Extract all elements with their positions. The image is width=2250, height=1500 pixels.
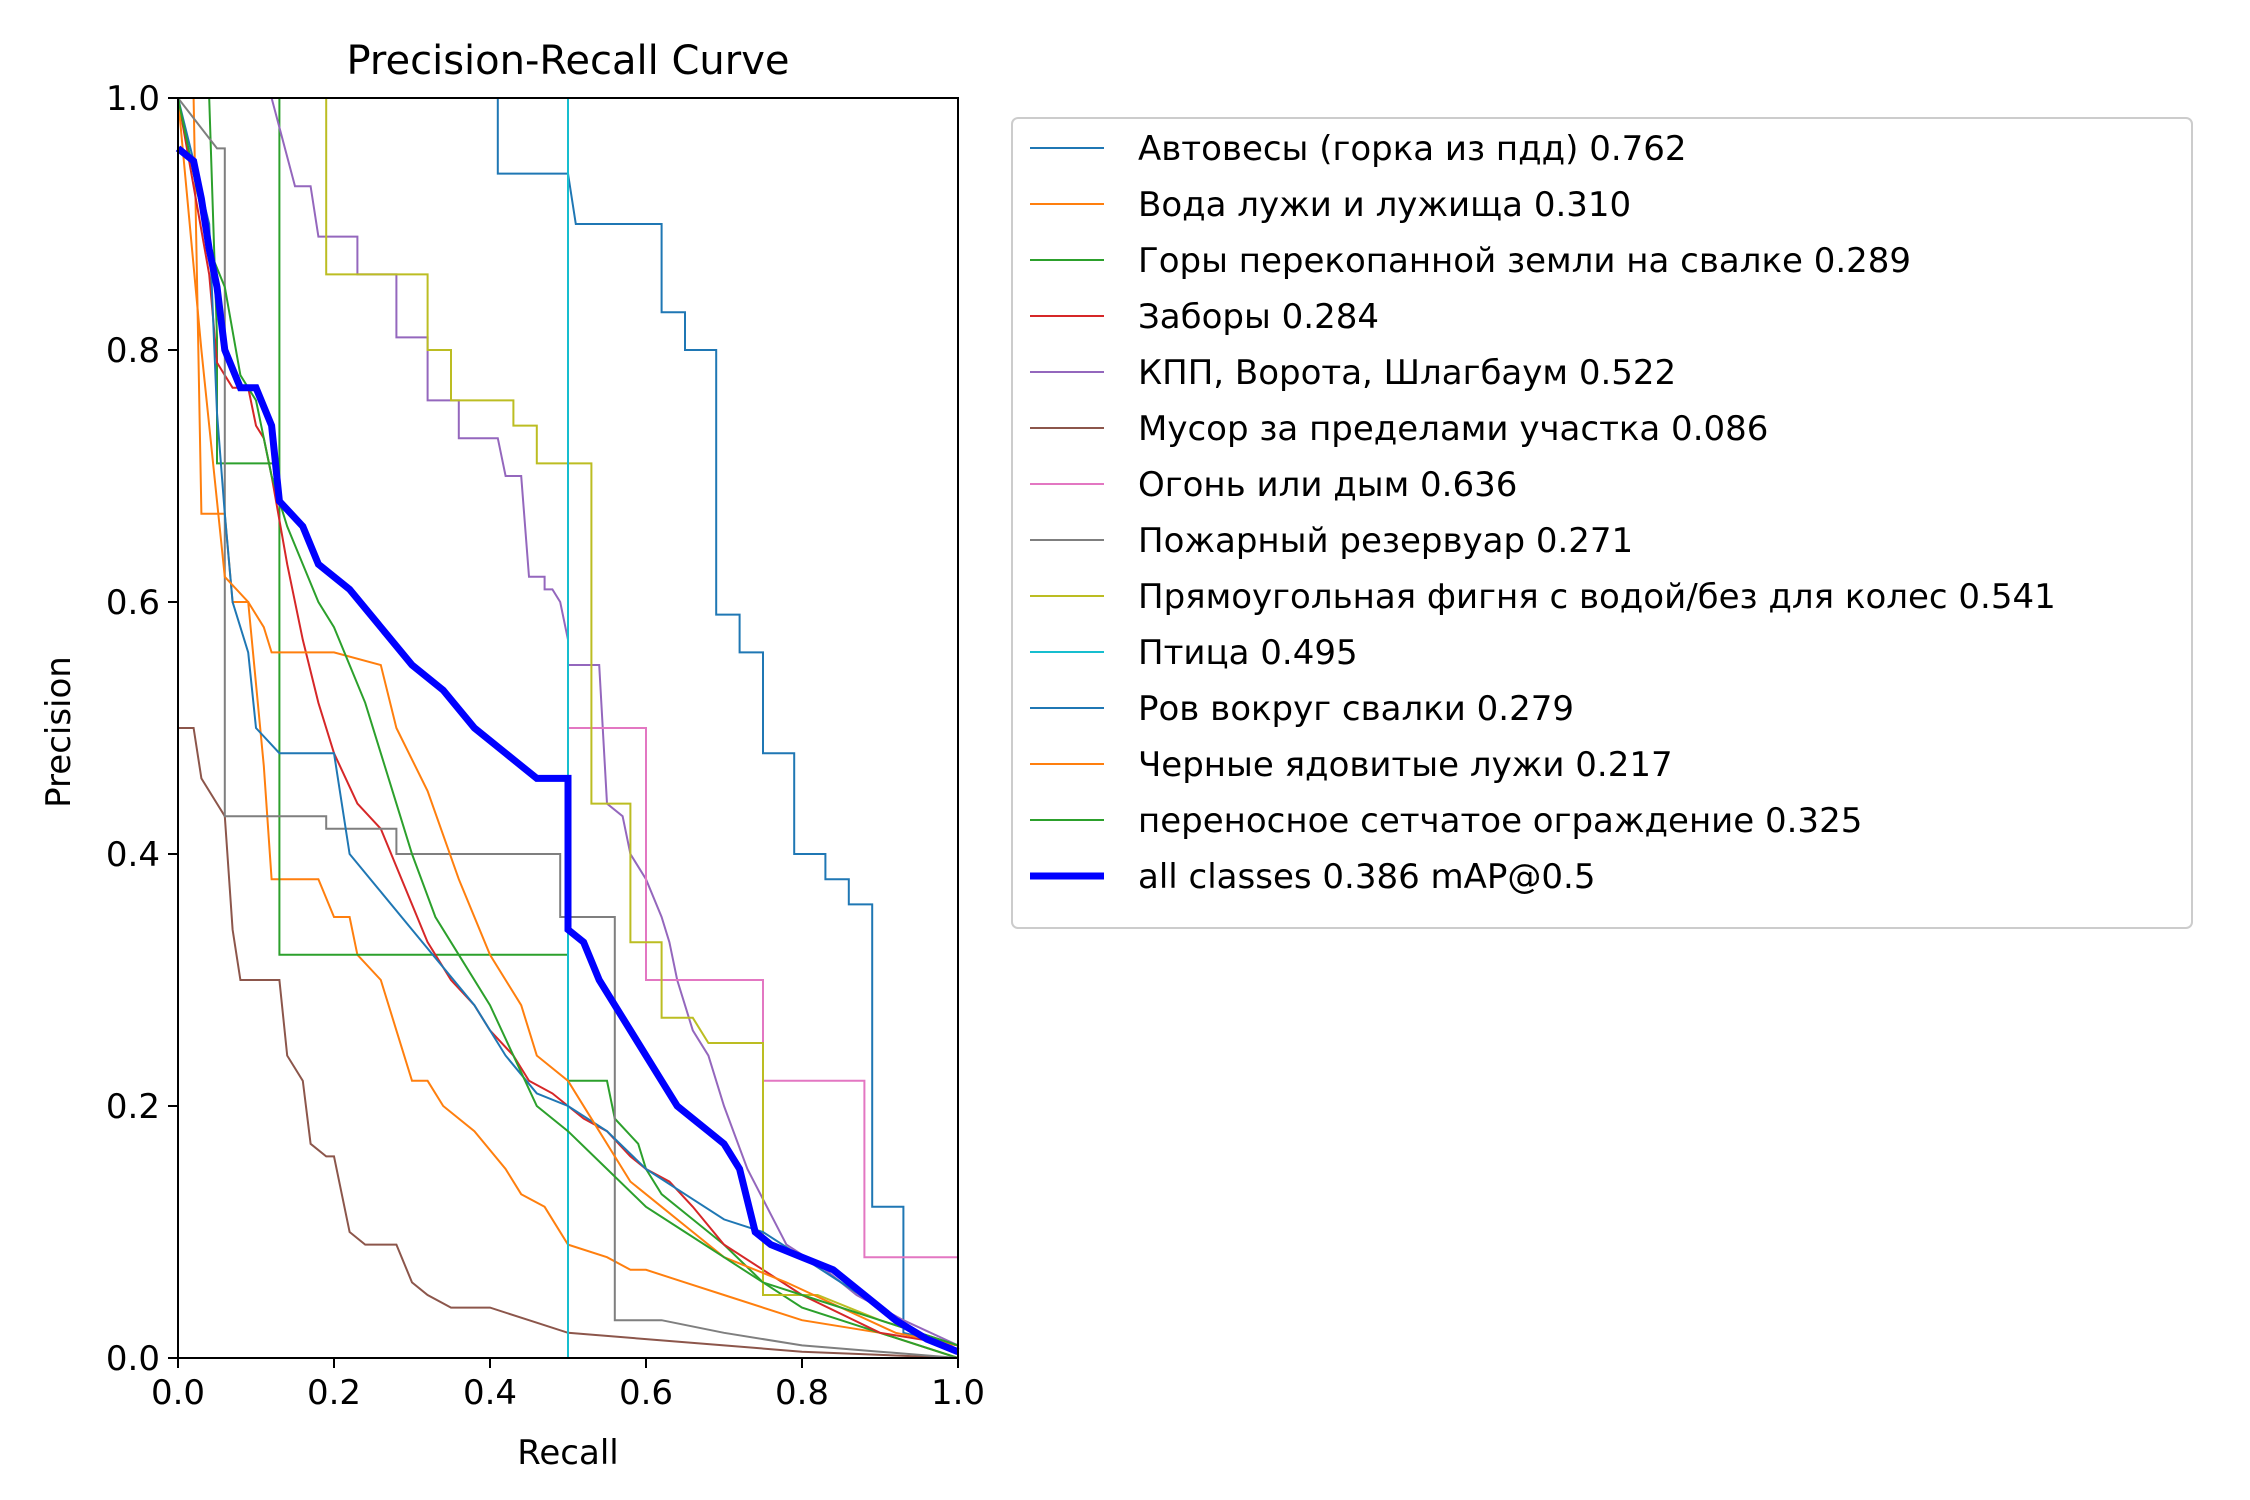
y-tick-label: 0.6	[106, 583, 160, 623]
y-axis-label: Precision	[39, 656, 79, 808]
series-lines	[175, 97, 960, 1359]
y-tick-label: 0.0	[106, 1339, 160, 1379]
x-axis-ticks: 0.0 0.2 0.4 0.6 0.8 1.0	[151, 1358, 985, 1413]
x-tick-label: 0.4	[463, 1373, 517, 1413]
legend-entry: Пожарный резервуар 0.271	[1138, 521, 1633, 561]
legend-entry: КПП, Ворота, Шлагбаум 0.522	[1138, 353, 1676, 393]
x-axis-label: Recall	[517, 1433, 618, 1473]
legend-entry: Горы перекопанной земли на свалке 0.289	[1138, 241, 1911, 281]
y-tick-label: 0.2	[106, 1087, 160, 1127]
series-line-3	[178, 97, 959, 1359]
series-line-6	[178, 727, 959, 1359]
legend-entry: Ров вокруг свалки 0.279	[1138, 689, 1574, 729]
legend-entry: Мусор за пределами участка 0.086	[1138, 409, 1768, 449]
x-tick-label: 0.0	[151, 1373, 205, 1413]
x-tick-label: 1.0	[931, 1373, 985, 1413]
legend-entry: переносное сетчатое ограждение 0.325	[1138, 801, 1862, 841]
series-line-9	[325, 98, 959, 1347]
y-tick-label: 1.0	[106, 79, 160, 119]
plot-frame	[177, 97, 959, 1359]
chart-title: Precision-Recall Curve	[347, 38, 790, 84]
series-line-1	[178, 97, 959, 1347]
legend: Автовесы (горка из пдд) 0.762 Вода лужи и…	[1011, 117, 2193, 929]
legend-entry: Прямоугольная фигня с водой/без для коле…	[1138, 577, 2056, 617]
y-tick-label: 0.8	[106, 331, 160, 371]
series-line-13	[177, 97, 959, 1347]
legend-entry: Огонь или дым 0.636	[1138, 465, 1517, 505]
legend-entry: Заборы 0.284	[1138, 297, 1379, 337]
x-tick-label: 0.2	[307, 1373, 361, 1413]
legend-entry: Вода лужи и лужища 0.310	[1138, 185, 1631, 225]
legend-entry: Птица 0.495	[1138, 633, 1358, 673]
series-line-5	[270, 97, 959, 1347]
series-line-14	[175, 145, 960, 1355]
x-tick-label: 0.6	[619, 1373, 673, 1413]
legend-entry: all classes 0.386 mAP@0.5	[1138, 857, 1595, 897]
plot-area	[175, 97, 960, 1359]
legend-frame	[1011, 117, 2193, 929]
series-line-2	[178, 97, 959, 1359]
series-line-11	[177, 97, 959, 1347]
legend-entry: Автовесы (горка из пдд) 0.762	[1138, 129, 1687, 169]
series-line-12	[177, 97, 959, 1347]
series-line-8	[177, 97, 959, 1359]
y-tick-label: 0.4	[106, 835, 160, 875]
legend-entry: Черные ядовитые лужи 0.217	[1138, 745, 1673, 785]
x-tick-label: 0.8	[775, 1373, 829, 1413]
y-axis-ticks: 0.0 0.2 0.4 0.6 0.8 1.0	[106, 79, 178, 1379]
